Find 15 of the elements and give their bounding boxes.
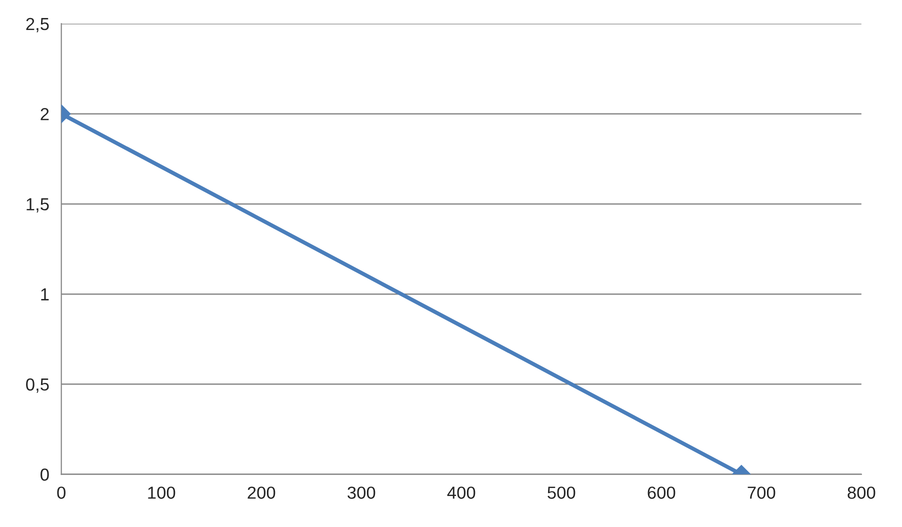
x-tick-label: 700 (748, 486, 776, 499)
x-tick-label: 0 (57, 486, 66, 499)
x-tick-label: 500 (548, 486, 576, 499)
y-tick-label: 0 (40, 468, 49, 481)
x-tick-label: 400 (447, 486, 476, 499)
x-tick-label: 800 (848, 486, 876, 499)
x-tick-label: 200 (248, 486, 276, 499)
x-tick-label: 100 (148, 486, 176, 499)
x-tick-label: 600 (648, 486, 676, 499)
y-tick-label: 1,5 (26, 198, 49, 212)
y-tick-label: 1 (41, 288, 49, 300)
y-tick-label: 0,5 (26, 378, 49, 393)
x-tick-label: 300 (348, 486, 376, 499)
y-tick-label: 2 (40, 108, 49, 120)
y-tick-label: 2,5 (26, 18, 49, 32)
